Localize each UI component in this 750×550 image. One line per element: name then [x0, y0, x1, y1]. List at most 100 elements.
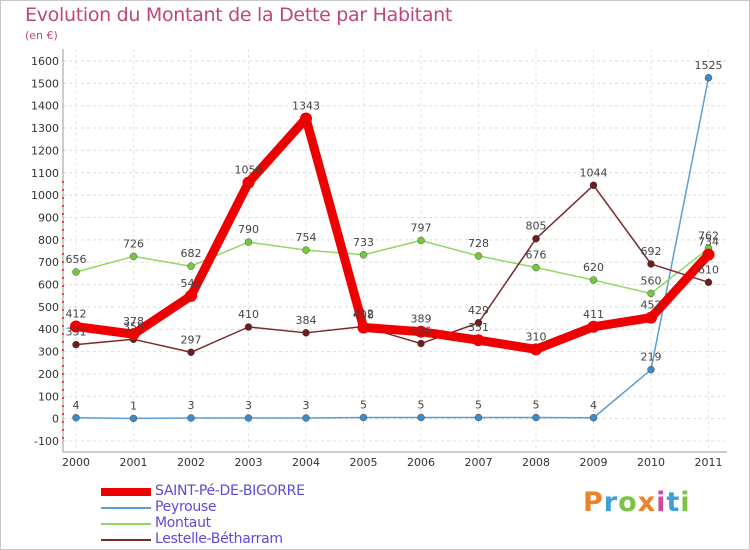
data-label: 429	[468, 304, 489, 317]
x-tick-label: 2007	[465, 456, 493, 469]
data-point	[705, 74, 712, 81]
data-point	[703, 249, 715, 261]
data-point	[418, 237, 425, 244]
y-tick-label: 900	[38, 211, 59, 224]
logo-letter: x	[638, 487, 656, 518]
data-label: 5	[475, 399, 482, 412]
legend-label: Montaut	[155, 515, 211, 531]
data-label: 389	[411, 313, 432, 326]
legend-item: Lestelle-Bétharram	[101, 533, 361, 547]
data-point	[188, 414, 195, 421]
series-line	[76, 118, 709, 349]
legend-label: SAINT-Pé-DE-BIGORRE	[155, 483, 305, 499]
data-label: 219	[641, 351, 662, 364]
data-label: 410	[238, 308, 259, 321]
logo-letter: P	[583, 487, 604, 518]
data-label: 4	[590, 399, 597, 412]
data-point	[533, 235, 540, 242]
data-point	[245, 239, 252, 246]
data-label: 4	[73, 399, 80, 412]
data-label: 734	[698, 236, 719, 249]
data-point	[473, 334, 485, 346]
logo-letter: r	[604, 487, 618, 518]
y-tick-label: 500	[38, 301, 59, 314]
y-tick-label: 200	[38, 368, 59, 381]
data-point	[590, 182, 597, 189]
data-point	[245, 324, 252, 331]
y-tick-label: 1600	[31, 55, 59, 68]
x-tick-label: 2005	[350, 456, 378, 469]
legend-item: Peyrouse	[101, 501, 361, 515]
data-point	[188, 263, 195, 270]
y-tick-label: 600	[38, 279, 59, 292]
y-tick-label: 300	[38, 346, 59, 359]
data-label: 5	[533, 399, 540, 412]
data-point	[303, 247, 310, 254]
data-label: 754	[296, 231, 317, 244]
y-tick-label: 700	[38, 256, 59, 269]
data-label: 1044	[580, 166, 608, 179]
data-label: 351	[468, 321, 489, 334]
data-label: 310	[526, 330, 547, 343]
data-label: 790	[238, 223, 259, 236]
data-point	[130, 415, 137, 422]
data-point	[590, 414, 597, 421]
y-tick-label: 1000	[31, 189, 59, 202]
data-label: 676	[526, 249, 547, 262]
data-point	[130, 253, 137, 260]
x-tick-label: 2000	[62, 456, 90, 469]
data-point	[303, 414, 310, 421]
x-tick-label: 2002	[177, 456, 205, 469]
x-tick-label: 2004	[292, 456, 320, 469]
data-point	[300, 112, 312, 124]
chart-frame: Evolution du Montant de la Dette par Hab…	[0, 0, 750, 550]
data-label: 549	[181, 277, 202, 290]
line-chart: -100010020030040050060070080090010001100…	[1, 1, 749, 549]
data-point	[475, 414, 482, 421]
legend-swatch	[101, 523, 151, 525]
data-point	[188, 349, 195, 356]
y-tick-label: 1500	[31, 77, 59, 90]
data-label: 412	[66, 308, 87, 321]
data-label: 728	[468, 237, 489, 250]
data-label: 384	[296, 314, 317, 327]
proxiti-logo: Proxiti	[583, 487, 691, 518]
logo-letter: i	[656, 487, 666, 518]
legend-label: Peyrouse	[155, 499, 216, 515]
logo-letter: t	[666, 487, 680, 518]
series-line	[76, 240, 709, 293]
x-tick-label: 2009	[580, 456, 608, 469]
data-point	[530, 343, 542, 355]
y-tick-label: 1200	[31, 144, 59, 157]
data-label: 656	[66, 253, 87, 266]
x-tick-label: 2011	[695, 456, 723, 469]
data-label: 297	[181, 333, 202, 346]
logo-letter: o	[618, 487, 638, 518]
data-label: 1525	[695, 59, 723, 72]
data-label: 331	[66, 326, 87, 339]
data-label: 1343	[292, 99, 320, 112]
data-label: 3	[188, 399, 195, 412]
data-point	[648, 290, 655, 297]
legend-item: SAINT-Pé-DE-BIGORRE	[101, 485, 361, 499]
data-label: 336	[411, 325, 432, 338]
data-label: 726	[123, 237, 144, 250]
data-point	[185, 290, 197, 302]
data-point	[418, 414, 425, 421]
data-point	[533, 264, 540, 271]
y-tick-label: 1400	[31, 100, 59, 113]
legend-swatch	[101, 507, 151, 509]
y-tick-label: 0	[52, 413, 59, 426]
legend-label: Lestelle-Bétharram	[155, 531, 283, 547]
data-label: 560	[641, 274, 662, 287]
y-tick-label: -100	[34, 435, 59, 448]
data-label: 3	[303, 399, 310, 412]
x-tick-label: 2008	[522, 456, 550, 469]
y-tick-label: 800	[38, 234, 59, 247]
data-point	[418, 340, 425, 347]
x-tick-label: 2003	[235, 456, 263, 469]
data-point	[243, 177, 255, 189]
y-tick-label: 100	[38, 390, 59, 403]
data-label: 5	[360, 399, 367, 412]
data-point	[645, 312, 657, 324]
